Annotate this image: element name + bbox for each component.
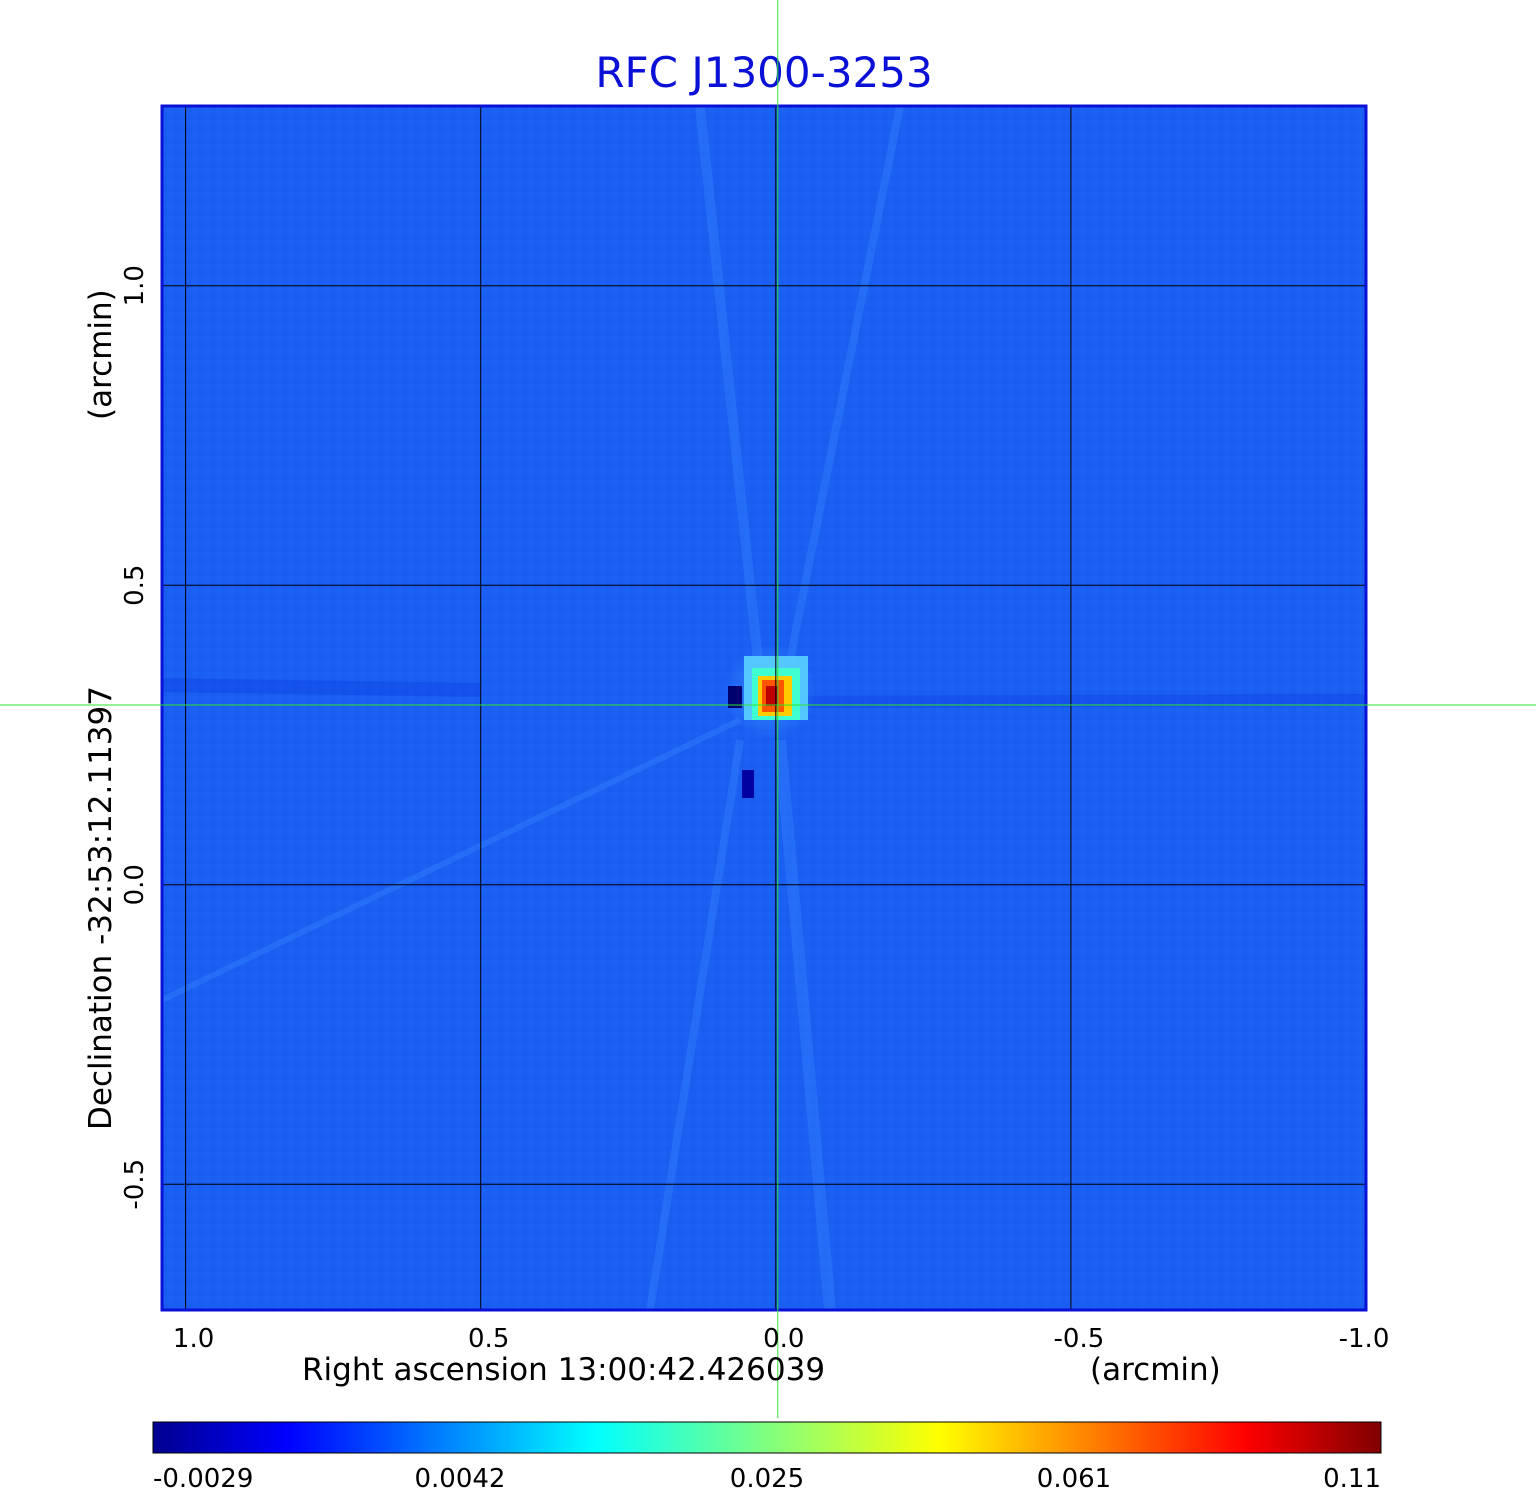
x-tick-label: -0.5 xyxy=(1054,1324,1105,1354)
colorbar: -0.0029 0.0042 0.025 0.061 0.11 xyxy=(152,1421,1382,1494)
grid-lines xyxy=(162,106,1366,1310)
y-axis-ticks: 1.0 0.5 0.0 -0.5 xyxy=(120,265,150,1210)
x-tick-label: -1.0 xyxy=(1339,1324,1390,1354)
plot-frame xyxy=(160,104,1368,1312)
chart-title: RFC J1300-3253 xyxy=(595,48,932,97)
colorbar-tick-label: 0.11 xyxy=(1323,1464,1381,1494)
crosshair xyxy=(0,0,1536,1418)
x-tick-label: 1.0 xyxy=(173,1324,214,1354)
plot-area xyxy=(160,104,1368,1312)
x-axis-label: Right ascension 13:00:42.426039 xyxy=(302,1352,825,1388)
y-tick-label: 1.0 xyxy=(120,265,150,306)
colorbar-tick-label: 0.0042 xyxy=(415,1464,506,1494)
y-tick-label: 0.5 xyxy=(120,565,150,606)
colorbar-ticks: -0.0029 0.0042 0.025 0.061 0.11 xyxy=(153,1464,1381,1494)
colorbar-tick-label: 0.061 xyxy=(1037,1464,1111,1494)
colorbar-gradient xyxy=(152,1421,1382,1454)
colorbar-tick-label: 0.025 xyxy=(730,1464,804,1494)
x-axis-unit: (arcmin) xyxy=(1090,1352,1221,1388)
x-tick-label: 0.0 xyxy=(763,1324,804,1354)
x-tick-label: 0.5 xyxy=(468,1324,509,1354)
colorbar-tick-label: -0.0029 xyxy=(153,1464,253,1494)
y-axis-label: Declination -32:53:12.11397 xyxy=(83,686,119,1130)
y-tick-label: 0.0 xyxy=(120,864,150,905)
y-tick-label: -0.5 xyxy=(120,1159,150,1210)
y-axis-unit: (arcmin) xyxy=(83,289,119,420)
sidelobe-streaks xyxy=(162,106,1366,1310)
x-axis-ticks: 1.0 0.5 0.0 -0.5 -1.0 xyxy=(173,1324,1389,1354)
